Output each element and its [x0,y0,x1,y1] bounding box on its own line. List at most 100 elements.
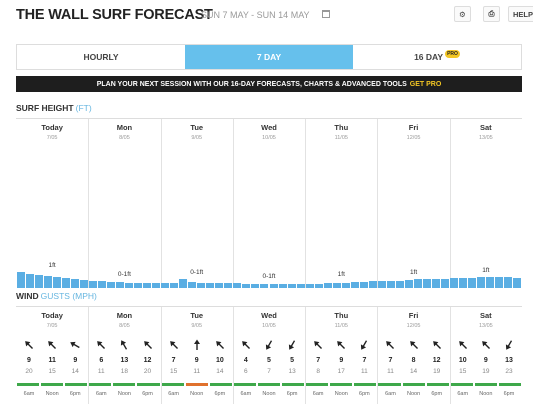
settings-button[interactable]: ⚙ [454,6,471,22]
wind-arrow-icon [23,338,35,350]
day-name: Sat [480,123,492,132]
pro-badge: PRO [445,50,460,58]
wind-arrow-icon [240,338,252,350]
wind-arrow-icon [408,338,420,350]
time-label: 6pm [431,391,443,397]
wind-speed: 5 [267,357,271,364]
surf-bar [215,282,224,288]
wind-gust: 11 [387,368,394,375]
day-divider [88,307,90,404]
surf-bar [70,279,79,288]
print-icon: ⎙ [488,9,495,18]
day-divider [160,119,162,288]
surf-bar [405,279,414,288]
day-date: 11/05 [334,135,348,141]
day-header: Thu 11/05 [305,123,377,141]
time-label: 6am [312,391,324,397]
tab-16-day[interactable]: 16 DAY PRO [414,50,460,62]
wind-gust: 14 [71,368,79,375]
wind-arrow-icon [384,338,396,350]
day-header: Mon 8/05 [88,123,160,141]
day-date: 8/05 [119,323,130,329]
day-name: Fri [408,123,419,132]
surf-bar [414,279,423,288]
gear-icon: ⚙ [459,9,466,19]
day-divider [305,307,307,404]
help-button[interactable]: HELP [508,6,533,22]
time-label: 6pm [359,391,370,397]
surf-bar [179,279,188,288]
day-date: 9/05 [191,135,203,141]
wind-gust: 11 [97,368,105,375]
surf-bar [79,279,88,288]
surf-bar [432,279,441,288]
day-divider [232,119,234,288]
day-header: Wed 10/05 [233,311,305,329]
wind-rating-bar [378,383,401,386]
wind-gust: 19 [482,368,490,375]
wind-gust: 13 [288,368,296,375]
surf-bar [459,277,468,288]
wind-rating-bar [65,383,88,386]
wind-arrow-icon [46,338,58,350]
promo-banner[interactable]: PLAN YOUR NEXT SESSION WITH OUR 16-DAY F… [16,76,522,92]
wind-arrow-icon [358,338,370,350]
surf-bar [278,283,287,288]
day-date: 7/05 [46,135,58,141]
surf-bar [359,281,368,288]
time-label: 6am [95,391,107,397]
wind-rating-bar [330,383,353,386]
day-name: Today [41,123,63,132]
surf-bar [161,282,170,288]
wind-gust: 8 [316,368,320,375]
day-name: Sat [480,311,492,320]
time-label: 6am [457,391,469,397]
surf-height-chart: Today 7/05 Mon 8/05 Tue 9/05 Wed 10/05 Thu 11/05 F… [16,118,522,288]
promo-text: PLAN YOUR NEXT SESSION WITH OUR 16-DAY F… [96,80,407,88]
wind-arrow-icon [95,338,107,350]
surf-bar [305,283,314,288]
wind-rating-bar [233,383,256,386]
wind-speed: 7 [362,357,367,364]
wind-speed: 13 [120,357,129,364]
day-header: Today 7/05 [16,123,88,141]
surf-bar [341,282,350,288]
get-pro-link[interactable]: GET PRO [409,80,442,88]
surf-bar [450,278,459,288]
wind-rating-bar [41,383,64,386]
wind-gust: 18 [120,368,129,375]
day-date: 12/05 [406,323,421,329]
wind-speed: 7 [171,357,176,364]
wind-speed: 7 [388,357,393,364]
day-date: 7/05 [46,323,58,329]
wind-rating-bar [426,383,449,386]
calendar-icon[interactable] [322,10,330,18]
wind-arrow-icon [431,338,443,350]
wind-speed: 10 [458,357,467,364]
wind-rating-bar [113,383,136,386]
wind-arrow-icon [286,338,298,350]
day-name: Wed [261,123,277,132]
surf-bar [495,277,504,288]
surf-bar [34,274,43,288]
tab-hourly[interactable]: HOURLY [83,52,119,62]
wave-height-label: 0-1ft [190,269,204,277]
surf-bar [143,282,152,288]
print-button[interactable]: ⎙ [483,6,500,22]
day-divider [160,307,162,404]
day-name: Tue [190,311,204,320]
wind-arrow-icon [168,338,180,350]
wind-speed: 9 [194,357,199,364]
wind-gust: 7 [267,368,271,375]
forecast-tabs: HOURLY 7 DAY 16 DAY PRO [16,44,522,70]
wind-gust: 23 [505,368,513,375]
tab-7-day[interactable]: 7 DAY [185,45,353,69]
wind-speed: 4 [243,357,248,364]
surf-bar [386,280,395,288]
wave-height-label: 1ft [337,271,345,279]
page-title: THE WALL SURF FORECAST [16,7,213,23]
wind-rating-bar [282,383,305,386]
wave-height-label: 1ft [48,261,56,269]
day-header: Thu 11/05 [305,311,377,329]
surf-bar [115,282,124,288]
